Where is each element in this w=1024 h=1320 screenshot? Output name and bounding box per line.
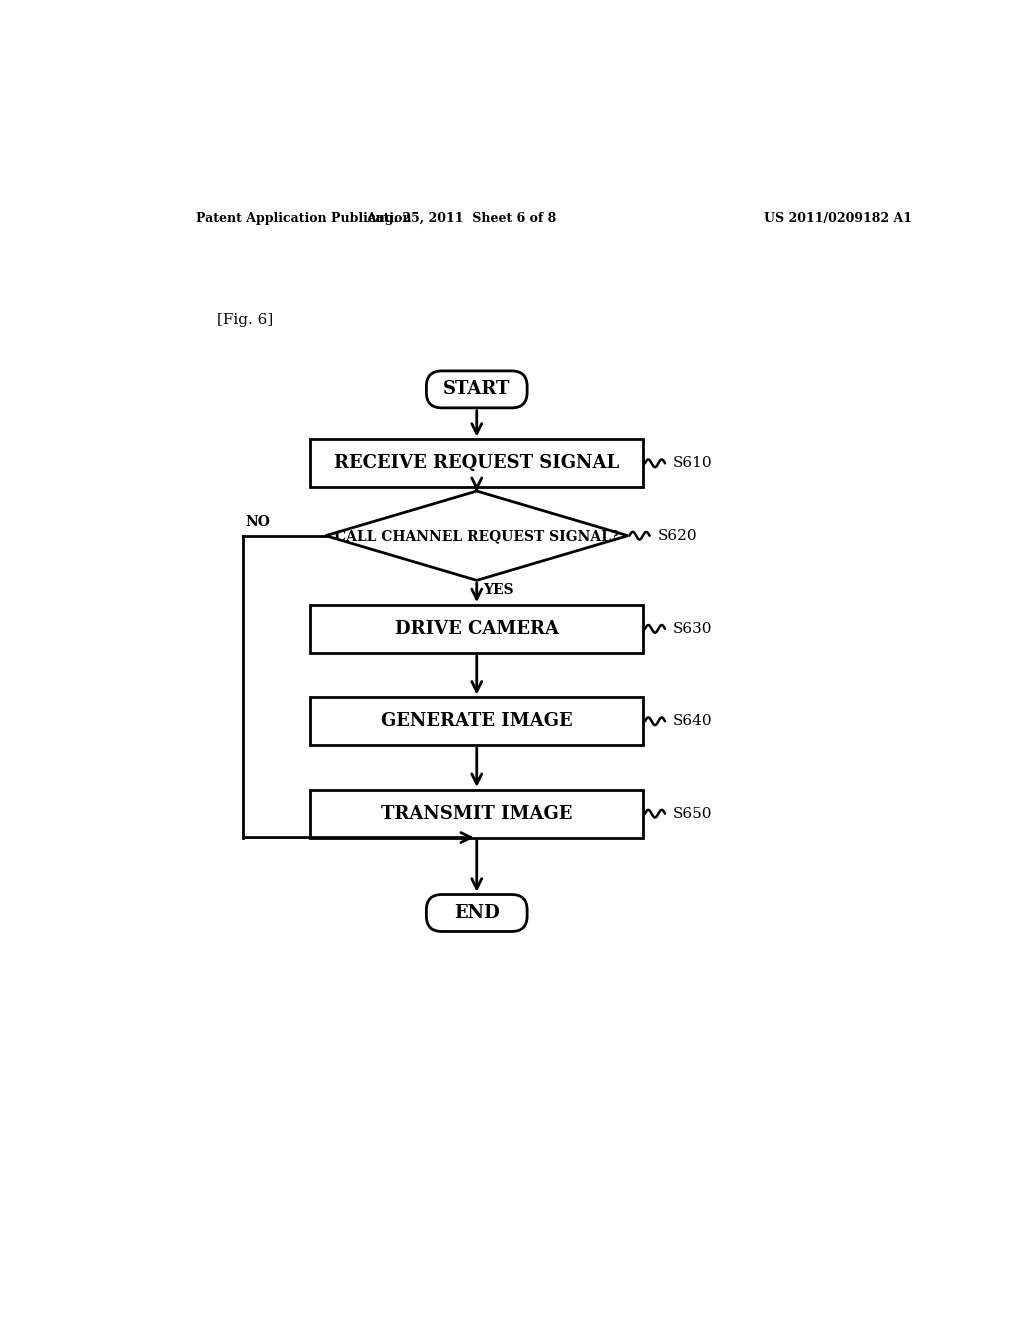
Text: S650: S650 [673,807,713,821]
Text: Patent Application Publication: Patent Application Publication [197,213,412,224]
Text: [Fig. 6]: [Fig. 6] [217,313,273,327]
Text: Aug. 25, 2011  Sheet 6 of 8: Aug. 25, 2011 Sheet 6 of 8 [367,213,556,224]
Bar [310,440,643,487]
Text: YES: YES [483,582,514,597]
Polygon shape [326,491,628,581]
Text: CALL CHANNEL REQUEST SIGNAL?: CALL CHANNEL REQUEST SIGNAL? [335,529,618,543]
Text: US 2011/0209182 A1: US 2011/0209182 A1 [764,213,911,224]
Text: GENERATE IMAGE: GENERATE IMAGE [381,713,572,730]
Text: NO: NO [246,515,270,529]
Text: END: END [454,904,500,921]
Text: TRANSMIT IMAGE: TRANSMIT IMAGE [381,805,572,822]
FancyBboxPatch shape [426,895,527,932]
Bar [310,605,643,653]
Bar [310,789,643,838]
Text: S620: S620 [657,529,697,543]
Text: START: START [443,380,510,399]
Text: S610: S610 [673,457,713,470]
Text: S640: S640 [673,714,713,729]
Bar [310,697,643,744]
FancyBboxPatch shape [426,371,527,408]
Text: RECEIVE REQUEST SIGNAL: RECEIVE REQUEST SIGNAL [334,454,620,473]
Text: DRIVE CAMERA: DRIVE CAMERA [394,620,559,638]
Text: S630: S630 [673,622,713,636]
